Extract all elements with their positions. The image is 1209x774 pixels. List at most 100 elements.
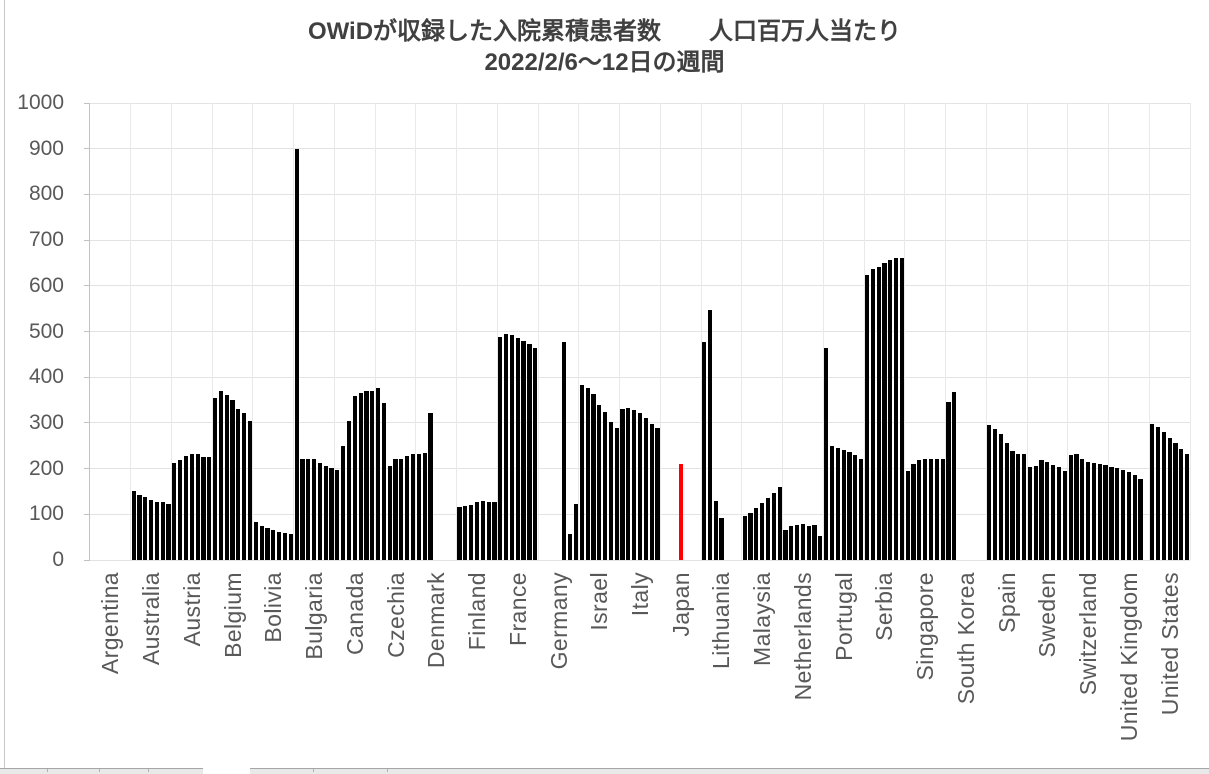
x-label-united-kingdom: United Kingdom xyxy=(1115,572,1142,742)
gridline-x xyxy=(1189,103,1191,560)
bar-united-kingdom-day5 xyxy=(1132,475,1137,560)
bar-portugal-day5 xyxy=(847,451,852,560)
bar-serbia-day5 xyxy=(888,259,893,560)
y-tick xyxy=(84,285,90,287)
gridline-x xyxy=(456,103,458,560)
gridline-y-0 xyxy=(90,559,1190,561)
y-tick-label: 900 xyxy=(28,136,64,160)
bar-sweden-day3 xyxy=(1039,459,1044,560)
bar-group-sweden xyxy=(1027,103,1068,560)
chart-title: OWiDが収録した入院累積患者数 人口百万人当たり xyxy=(307,18,902,45)
worksheet-cell-tick xyxy=(313,769,314,772)
bar-malaysia-day1 xyxy=(742,516,747,560)
y-tick-label: 800 xyxy=(28,182,64,206)
bar-south-korea-day2 xyxy=(952,391,957,560)
bar-united-kingdom-day2 xyxy=(1115,468,1120,560)
gridline-x xyxy=(1108,103,1110,560)
bar-spain-day7 xyxy=(1022,453,1027,560)
bar-group-bulgaria xyxy=(294,103,335,560)
bar-portugal-day4 xyxy=(841,450,846,560)
bar-italy-day5 xyxy=(643,418,648,560)
x-label-israel: Israel xyxy=(586,572,613,631)
bar-south-korea-day1 xyxy=(946,401,951,560)
gridline-x xyxy=(1148,103,1150,560)
bar-portugal-day1 xyxy=(824,347,829,560)
bar-bulgaria-day2 xyxy=(300,458,305,560)
x-label-argentina: Argentina xyxy=(97,572,124,675)
bar-group-serbia xyxy=(864,103,905,560)
bar-finland-day6 xyxy=(486,502,491,560)
bar-czechia-day4 xyxy=(393,459,398,560)
gridline-x xyxy=(863,103,865,560)
bar-group-czechia xyxy=(375,103,416,560)
bar-france-day7 xyxy=(533,347,538,560)
bar-netherlands-day2 xyxy=(789,526,794,560)
bar-sweden-day2 xyxy=(1033,465,1038,560)
bar-finland-day1 xyxy=(457,506,462,560)
bar-bolivia-day2 xyxy=(259,525,264,560)
y-axis-line xyxy=(89,103,90,561)
bar-portugal-day6 xyxy=(853,454,858,560)
bar-germany-day1 xyxy=(562,342,567,560)
bar-group-singapore xyxy=(905,103,946,560)
gridline-x xyxy=(170,103,172,560)
bar-austria-day2 xyxy=(178,459,183,560)
x-label-denmark: Denmark xyxy=(423,572,450,669)
bar-malaysia-day5 xyxy=(765,498,771,560)
bar-malaysia-day4 xyxy=(760,503,765,560)
bar-belgium-day1 xyxy=(213,398,218,560)
bar-finland-day2 xyxy=(463,505,468,560)
bar-bulgaria-day5 xyxy=(317,462,322,560)
bar-netherlands-day1 xyxy=(783,529,788,560)
y-tick-label: 500 xyxy=(28,319,64,343)
bar-australia-day7 xyxy=(166,503,171,560)
y-tick-label: 0 xyxy=(52,548,64,571)
x-label-switzerland: Switzerland xyxy=(1075,572,1102,696)
bar-lithuania-day3 xyxy=(713,500,718,560)
bar-malaysia-day2 xyxy=(748,513,753,560)
bar-group-switzerland xyxy=(1068,103,1109,560)
bar-austria-day5 xyxy=(195,454,200,560)
bar-spain-day2 xyxy=(992,429,998,560)
bar-belgium-day4 xyxy=(230,400,235,560)
x-label-portugal: Portugal xyxy=(830,572,857,661)
gridline-x xyxy=(659,103,661,560)
chart-subtitle: 2022/2/6～12日の週間 xyxy=(484,49,725,76)
bar-finland-day3 xyxy=(469,504,474,560)
bar-austria-day3 xyxy=(183,455,189,560)
bar-lithuania-day1 xyxy=(701,341,707,560)
bar-australia-day2 xyxy=(137,495,142,560)
bar-group-france xyxy=(497,103,538,560)
worksheet-cell-tick xyxy=(99,769,100,772)
bar-israel-day6 xyxy=(608,421,613,560)
bar-bolivia-day7 xyxy=(288,533,293,560)
bar-sweden-day6 xyxy=(1056,466,1062,560)
bar-germany-day2 xyxy=(568,534,573,560)
bar-spain-day6 xyxy=(1016,453,1021,560)
bar-canada-day7 xyxy=(370,390,375,560)
bar-finland-day4 xyxy=(474,501,480,560)
bar-united-kingdom-day3 xyxy=(1120,469,1126,560)
bar-group-united-kingdom xyxy=(1109,103,1150,560)
bar-canada-day6 xyxy=(364,390,369,560)
bar-group-italy xyxy=(620,103,661,560)
bar-switzerland-day5 xyxy=(1091,462,1097,560)
gridline-y-600 xyxy=(90,285,1190,287)
y-tick xyxy=(84,422,90,424)
bar-netherlands-day3 xyxy=(795,524,800,560)
x-label-united-states: United States xyxy=(1156,572,1183,716)
bar-group-portugal xyxy=(823,103,864,560)
bar-group-south-korea xyxy=(946,103,987,560)
bar-canada-day3 xyxy=(346,420,352,560)
x-label-bulgaria: Bulgaria xyxy=(301,572,328,660)
x-label-canada: Canada xyxy=(341,572,368,655)
bar-austria-day4 xyxy=(189,453,194,560)
bar-spain-day3 xyxy=(998,434,1003,560)
gridline-x xyxy=(904,103,906,560)
bar-bulgaria-day4 xyxy=(311,459,317,560)
bar-group-finland xyxy=(457,103,498,560)
bar-australia-day4 xyxy=(149,499,154,560)
bar-singapore-day3 xyxy=(917,459,922,560)
gridline-x xyxy=(700,103,702,560)
y-tick xyxy=(84,468,90,470)
